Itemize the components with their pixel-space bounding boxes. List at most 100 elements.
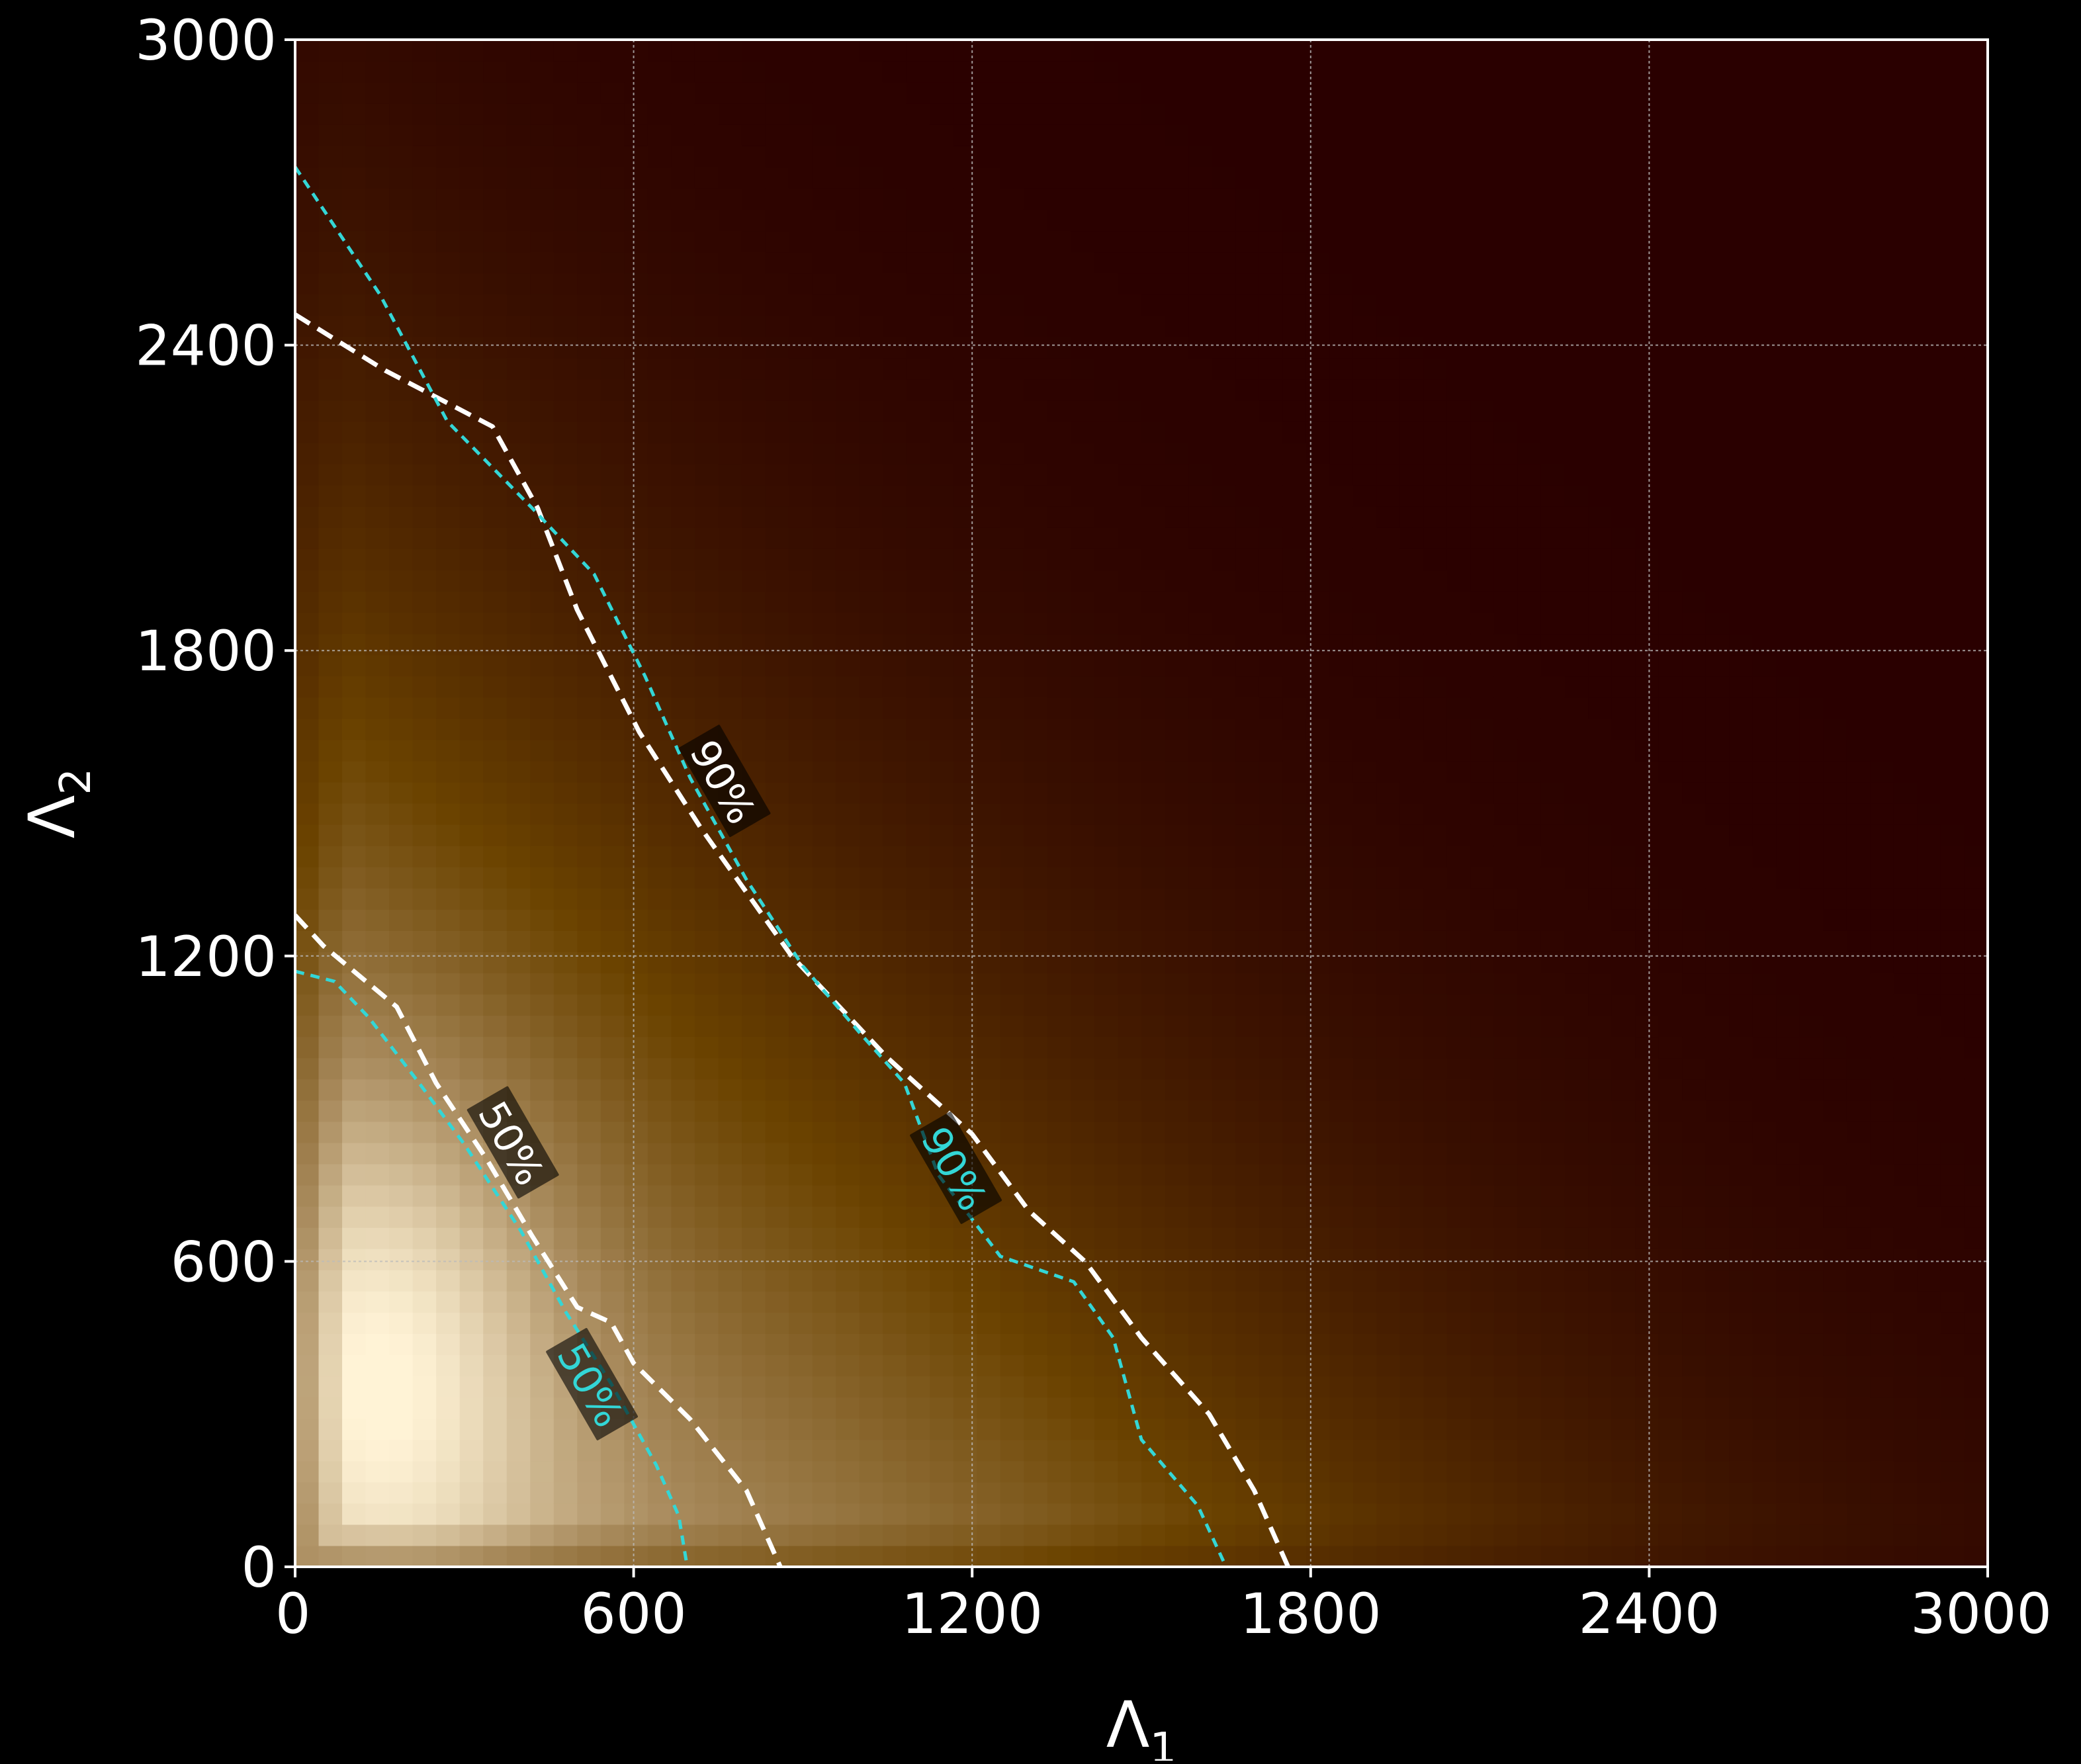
heatmap-cell: [1235, 378, 1260, 401]
heatmap-cell: [1729, 527, 1753, 549]
heatmap-cell: [765, 464, 789, 486]
heatmap-cell: [342, 846, 367, 867]
heatmap-cell: [1141, 506, 1166, 528]
heatmap-cell: [789, 1036, 813, 1059]
heatmap-cell: [1493, 464, 1519, 486]
heatmap-cell: [836, 378, 860, 401]
heatmap-cell: [1752, 824, 1777, 846]
heatmap-cell: [765, 718, 789, 740]
heatmap-cell: [459, 1227, 484, 1249]
heatmap-cell: [977, 1036, 1001, 1059]
heatmap-cell: [318, 697, 343, 719]
heatmap-cell: [1893, 146, 1918, 167]
heatmap-cell: [1118, 846, 1142, 867]
heatmap-cell: [1094, 1015, 1119, 1037]
heatmap-cell: [1376, 633, 1401, 656]
heatmap-cell: [1893, 1163, 1918, 1186]
heatmap-cell: [1000, 1121, 1024, 1143]
heatmap-cell: [1188, 294, 1213, 316]
heatmap-cell: [1094, 61, 1119, 83]
heatmap-cell: [742, 1036, 766, 1059]
heatmap-cell: [577, 973, 601, 995]
heatmap-cell: [1470, 888, 1495, 910]
heatmap-cell: [1259, 591, 1283, 613]
heatmap-cell: [1000, 82, 1024, 104]
heatmap-cell: [624, 951, 648, 974]
heatmap-cell: [859, 82, 883, 104]
heatmap-cell: [1047, 973, 1072, 995]
heatmap-cell: [1188, 357, 1213, 380]
heatmap-cell: [624, 1249, 648, 1270]
heatmap-cell: [1071, 1185, 1095, 1207]
heatmap-cell: [1376, 1439, 1401, 1462]
heatmap-cell: [365, 167, 390, 189]
heatmap-cell: [906, 485, 930, 507]
heatmap-cell: [1493, 994, 1519, 1016]
heatmap-cell: [1893, 1291, 1918, 1313]
heatmap-cell: [342, 570, 367, 592]
heatmap-cell: [883, 1163, 907, 1186]
heatmap-cell: [1893, 400, 1918, 422]
heatmap-cell: [836, 973, 860, 995]
heatmap-cell: [459, 570, 484, 592]
heatmap-cell: [906, 251, 930, 274]
heatmap-cell: [742, 506, 766, 528]
heatmap-cell: [906, 1312, 930, 1334]
heatmap-cell: [412, 1545, 437, 1567]
heatmap-cell: [1329, 781, 1354, 804]
heatmap-cell: [342, 61, 367, 83]
heatmap-cell: [1047, 230, 1072, 253]
heatmap-cell: [1165, 1100, 1189, 1122]
heatmap-cell: [930, 930, 954, 952]
heatmap-cell: [318, 633, 343, 656]
heatmap-cell: [765, 676, 789, 698]
heatmap-cell: [1329, 676, 1354, 698]
heatmap-cell: [1893, 294, 1918, 316]
heatmap-cell: [530, 357, 554, 380]
heatmap-cell: [600, 973, 625, 995]
heatmap-cell: [977, 40, 1001, 62]
heatmap-cell: [1635, 930, 1660, 952]
heatmap-cell: [1000, 1333, 1024, 1356]
heatmap-cell: [765, 294, 789, 316]
heatmap-cell: [953, 549, 977, 570]
heatmap-cell: [1141, 464, 1166, 486]
heatmap-cell: [906, 994, 930, 1016]
heatmap-cell: [742, 40, 766, 62]
heatmap-cell: [1024, 951, 1048, 974]
heatmap-cell: [1259, 909, 1283, 931]
heatmap-cell: [718, 251, 742, 274]
heatmap-cell: [1682, 1397, 1706, 1419]
heatmap-cell: [1846, 1015, 1871, 1037]
heatmap-cell: [1799, 909, 1824, 931]
heatmap-cell: [812, 1333, 836, 1356]
heatmap-cell: [1165, 951, 1189, 974]
heatmap-cell: [930, 1460, 954, 1483]
heatmap-cell: [1846, 146, 1871, 167]
heatmap-cell: [1729, 994, 1753, 1016]
heatmap-cell: [1729, 1354, 1753, 1377]
heatmap-cell: [1493, 591, 1519, 613]
heatmap-cell: [1235, 188, 1260, 210]
heatmap-cell: [1329, 867, 1354, 889]
heatmap-cell: [1540, 654, 1566, 677]
heatmap-cell: [812, 591, 836, 613]
heatmap-cell: [883, 1291, 907, 1313]
heatmap-cell: [1094, 527, 1119, 549]
heatmap-cell: [436, 570, 461, 592]
heatmap-cell: [1024, 760, 1048, 783]
heatmap-cell: [1352, 1206, 1377, 1228]
heatmap-cell: [718, 1121, 742, 1143]
heatmap-cell: [342, 1057, 367, 1080]
heatmap-cell: [1729, 1376, 1753, 1398]
heatmap-cell: [553, 824, 578, 846]
heatmap-cell: [1470, 633, 1495, 656]
heatmap-cell: [1682, 1312, 1706, 1334]
heatmap-cell: [694, 1397, 719, 1419]
heatmap-cell: [1024, 1418, 1048, 1440]
heatmap-cell: [1635, 1121, 1660, 1143]
heatmap-cell: [530, 676, 554, 698]
heatmap-cell: [1893, 336, 1918, 359]
heatmap-cell: [1493, 846, 1519, 867]
heatmap-cell: [1611, 612, 1636, 635]
